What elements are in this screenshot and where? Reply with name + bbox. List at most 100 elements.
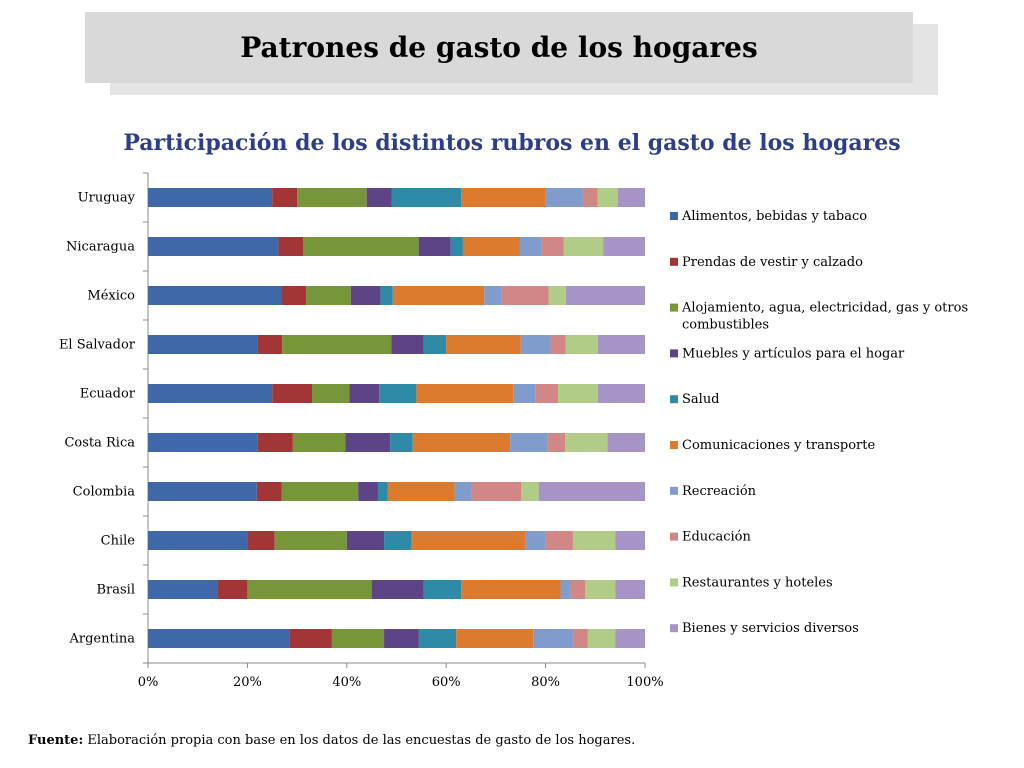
- legend-swatch: [670, 578, 678, 587]
- legend-label: Comunicaciones y transporte: [682, 438, 875, 453]
- bar-segment: [247, 580, 372, 599]
- legend-label: combustibles: [682, 318, 769, 333]
- bar-segment: [391, 335, 424, 354]
- legend-swatch: [670, 303, 678, 312]
- bar-segment: [547, 433, 566, 452]
- bar-segment: [257, 433, 293, 452]
- bar-segment: [461, 188, 546, 207]
- bar-segment: [377, 482, 388, 501]
- legend-label: Alojamiento, agua, electricidad, gas y o…: [681, 301, 968, 316]
- legend-swatch: [670, 212, 678, 220]
- legend-swatch: [670, 395, 678, 404]
- y-tick-label: Uruguay: [78, 191, 136, 206]
- bar-segment: [519, 237, 542, 256]
- bar-segment: [346, 531, 385, 550]
- legend-swatch: [670, 532, 678, 541]
- bar-segment: [256, 482, 282, 501]
- bar-segment: [525, 531, 546, 550]
- bar-segment: [384, 629, 419, 648]
- bar-segment: [148, 384, 273, 403]
- bar-segment: [545, 531, 573, 550]
- bar-segment: [349, 384, 380, 403]
- bar-segment: [446, 335, 521, 354]
- legend-swatch: [670, 486, 678, 495]
- bar-segment: [358, 482, 378, 501]
- bar-segment: [501, 286, 549, 305]
- y-tick-label: México: [87, 289, 135, 304]
- bar-segment: [148, 433, 258, 452]
- bar-segment: [597, 384, 645, 403]
- bar-segment: [350, 286, 381, 305]
- legend-swatch: [670, 349, 678, 358]
- bar-segment: [274, 531, 347, 550]
- bar-segment: [510, 433, 548, 452]
- bar-segment: [371, 580, 424, 599]
- bar-segment: [331, 629, 385, 648]
- y-tick-label: Nicaragua: [66, 240, 135, 255]
- bar-segment: [521, 482, 539, 501]
- legend-label: Muebles y artículos para el hogar: [682, 346, 905, 361]
- bar-segment: [217, 580, 248, 599]
- bar-segment: [461, 580, 561, 599]
- bar-segment: [617, 188, 645, 207]
- legend-label: Recreación: [682, 484, 757, 499]
- bar-segment: [450, 237, 463, 256]
- bar-segment: [558, 384, 598, 403]
- bar-segment: [303, 237, 419, 256]
- x-tick-label: 60%: [432, 675, 461, 690]
- legend-swatch: [670, 257, 678, 266]
- bar-segment: [148, 482, 257, 501]
- legend-label: Alimentos, bebidas y tabaco: [681, 209, 867, 224]
- x-tick-label: 40%: [332, 675, 361, 690]
- bar-segment: [572, 629, 588, 648]
- source-text: Elaboración propia con base en los datos…: [83, 733, 636, 748]
- bar-segment: [387, 482, 455, 501]
- bar-segment: [418, 629, 457, 648]
- legend-label: Salud: [682, 392, 720, 407]
- x-tick-label: 20%: [233, 675, 262, 690]
- bar-segment: [345, 433, 391, 452]
- x-tick-label: 0%: [138, 675, 159, 690]
- legend-label: Prendas de vestir y calzado: [682, 255, 863, 270]
- bar-segment: [538, 482, 645, 501]
- bar-segment: [615, 629, 645, 648]
- bar-segment: [390, 433, 413, 452]
- y-tick-label: El Salvador: [59, 338, 136, 353]
- bar-segment: [148, 531, 248, 550]
- legend-swatch: [670, 441, 678, 449]
- bar-segment: [281, 482, 359, 501]
- legend-label: Bienes y servicios diversos: [682, 621, 859, 636]
- bar-segment: [289, 629, 332, 648]
- bar-segment: [550, 335, 566, 354]
- bar-segment: [582, 188, 598, 207]
- bar-segment: [148, 286, 282, 305]
- bar-segment: [411, 531, 526, 550]
- bar-segment: [565, 335, 598, 354]
- y-tick-label: Argentina: [69, 632, 136, 647]
- y-tick-label: Costa Rica: [64, 436, 135, 451]
- bar-segment: [148, 188, 273, 207]
- bar-segment: [484, 286, 502, 305]
- bar-segment: [379, 384, 417, 403]
- bar-segment: [563, 237, 604, 256]
- y-tick-label: Colombia: [73, 485, 136, 500]
- bar-segment: [148, 335, 258, 354]
- y-tick-label: Brasil: [96, 583, 135, 598]
- bar-segment: [257, 335, 283, 354]
- bar-segment: [607, 433, 645, 452]
- bar-segment: [423, 580, 462, 599]
- bar-segment: [456, 629, 534, 648]
- bar-segment: [565, 433, 608, 452]
- slide-title-box: Patrones de gasto de los hogares: [85, 12, 913, 83]
- bar-segment: [292, 433, 346, 452]
- bar-segment: [513, 384, 536, 403]
- bar-segment: [306, 286, 351, 305]
- bar-segment: [454, 482, 472, 501]
- bar-segment: [572, 531, 616, 550]
- bar-segment: [148, 580, 218, 599]
- bar-segment: [597, 335, 645, 354]
- legend-swatch: [670, 624, 678, 633]
- slide-title: Patrones de gasto de los hogares: [240, 31, 758, 64]
- bar-segment: [548, 286, 566, 305]
- bar-segment: [585, 580, 616, 599]
